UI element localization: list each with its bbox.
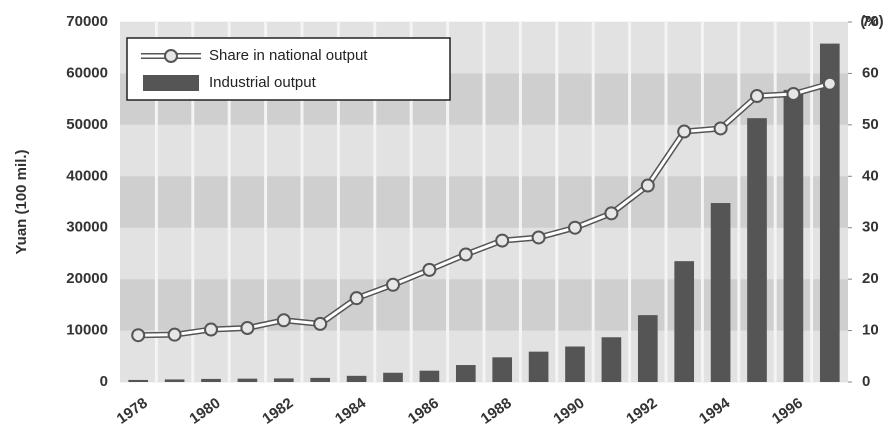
bar	[310, 377, 331, 382]
x-tick-label: 1992	[623, 395, 660, 428]
bar	[710, 203, 731, 382]
line-marker	[531, 230, 546, 245]
x-tick-label: 1984	[332, 394, 370, 427]
x-tick-label: 1996	[769, 395, 806, 428]
line-marker	[386, 277, 400, 292]
x-tick-label: 1978	[114, 395, 151, 428]
bar	[601, 337, 622, 382]
bar	[747, 118, 767, 383]
bar	[637, 315, 658, 382]
y2-tick-label: 10	[862, 322, 879, 339]
bar	[674, 261, 695, 382]
bar	[528, 351, 549, 382]
y2-tick-label: 70	[862, 13, 879, 30]
legend-label: Industrial output	[209, 74, 317, 91]
bar	[273, 378, 294, 382]
line-marker	[604, 206, 619, 221]
bar	[164, 379, 185, 382]
y-axis-label: Yuan (100 mil.)	[13, 149, 30, 254]
y2-tick-label: 0	[862, 373, 870, 390]
x-tick-label: 1994	[696, 394, 734, 427]
x-tick-label: 1988	[478, 395, 515, 428]
bar	[237, 378, 258, 382]
y-tick-label: 10000	[66, 322, 108, 339]
line-marker	[786, 87, 801, 101]
line-marker	[713, 121, 728, 136]
bar	[492, 357, 513, 382]
line-marker	[131, 328, 146, 343]
line-marker	[276, 313, 291, 328]
line-marker	[822, 76, 837, 91]
bar	[419, 370, 440, 382]
line-marker	[458, 247, 473, 262]
line-marker	[167, 327, 182, 342]
y-tick-label: 0	[100, 373, 108, 390]
bar	[383, 372, 403, 382]
line-marker	[640, 178, 655, 193]
bar	[455, 365, 476, 382]
x-tick-label: 1986	[405, 395, 442, 428]
y2-tick-label: 50	[862, 116, 879, 133]
y2-tick-label: 40	[862, 167, 879, 184]
line-marker	[240, 321, 255, 335]
bar	[565, 346, 585, 382]
legend-label: Share in national output	[209, 47, 368, 64]
y-tick-label: 30000	[66, 219, 108, 236]
legend-swatch	[143, 75, 199, 91]
line-marker	[422, 262, 437, 277]
y2-axis-label: (%)	[860, 13, 883, 30]
bar	[819, 43, 840, 382]
line-marker	[349, 291, 364, 306]
line-marker	[677, 124, 692, 139]
x-tick-label: 1990	[550, 395, 587, 428]
y2-tick-label: 60	[862, 64, 879, 81]
line-marker	[750, 89, 764, 104]
y-tick-label: 50000	[66, 116, 108, 133]
x-tick-label: 1982	[259, 395, 296, 428]
x-tick-label: 1980	[186, 395, 223, 428]
y2-tick-label: 30	[862, 219, 879, 236]
bar	[783, 89, 804, 382]
y-tick-label: 70000	[66, 13, 108, 30]
line-marker	[313, 316, 328, 331]
y-tick-label: 40000	[66, 167, 108, 184]
line-marker	[204, 322, 218, 337]
legend-swatch	[164, 49, 178, 63]
line-marker	[568, 220, 582, 235]
y-tick-label: 60000	[66, 64, 108, 81]
bar	[346, 375, 367, 382]
line-marker	[495, 233, 510, 248]
bar	[128, 379, 149, 382]
y-tick-label: 20000	[66, 270, 108, 287]
bar	[201, 378, 221, 382]
y2-tick-label: 20	[862, 270, 879, 287]
